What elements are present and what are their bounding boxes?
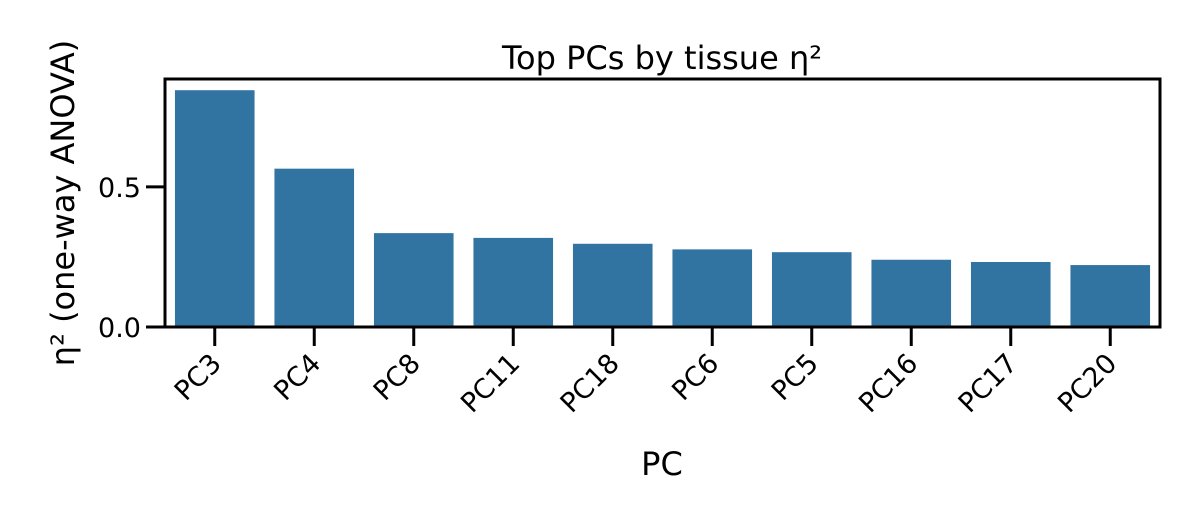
chart-title: Top PCs by tissue η² bbox=[501, 39, 822, 77]
x-tick-label: PC11 bbox=[455, 348, 526, 419]
bar-pc3 bbox=[174, 90, 255, 327]
bar-pc18 bbox=[572, 243, 653, 327]
x-tick-label: PC8 bbox=[368, 348, 427, 407]
x-tick-label: PC6 bbox=[666, 348, 725, 407]
plot-frame bbox=[163, 77, 1162, 329]
y-axis-ticks: 0.0 0.5 bbox=[98, 173, 164, 344]
x-tick-label: PC20 bbox=[1052, 348, 1123, 419]
x-tick-label: PC5 bbox=[766, 348, 825, 407]
y-tick-label: 0.5 bbox=[98, 173, 141, 204]
y-tick-label: 0.0 bbox=[98, 313, 141, 344]
bar-pc6 bbox=[672, 249, 753, 327]
bar-pc8 bbox=[373, 233, 454, 327]
bar-pc17 bbox=[970, 261, 1051, 327]
x-axis-ticks: PC3 PC4 PC8 PC11 PC18 PC6 PC5 PC16 PC17 PC20 bbox=[169, 328, 1123, 419]
x-tick-label: PC4 bbox=[268, 348, 327, 407]
x-tick-label: PC18 bbox=[555, 348, 626, 419]
x-axis-label: PC bbox=[641, 445, 683, 483]
bar-pc20 bbox=[1070, 265, 1151, 327]
bar-pc5 bbox=[771, 252, 852, 327]
y-axis-label: η² (one-way ANOVA) bbox=[44, 40, 82, 366]
bars-group bbox=[174, 90, 1151, 327]
x-tick-label: PC3 bbox=[169, 348, 228, 407]
bar-pc4 bbox=[274, 168, 355, 327]
bar-pc16 bbox=[871, 259, 952, 327]
bar-pc11 bbox=[473, 237, 554, 327]
x-tick-label: PC16 bbox=[853, 348, 924, 419]
x-tick-label: PC17 bbox=[953, 348, 1024, 419]
